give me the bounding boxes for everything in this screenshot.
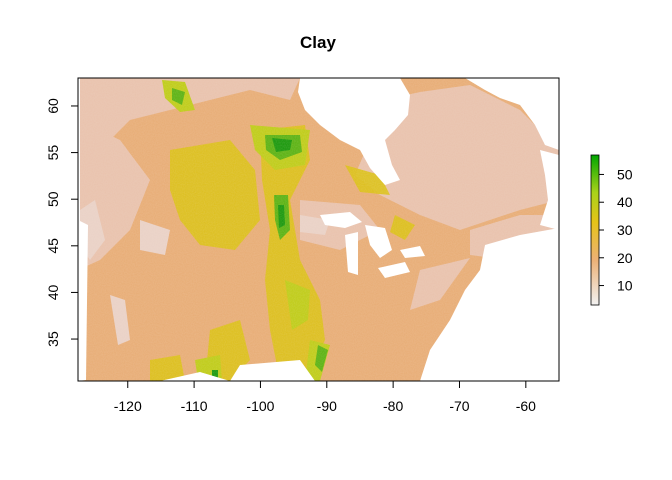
y-tick-label: 55: [45, 145, 61, 161]
x-tick-label: -70: [449, 398, 469, 414]
legend-colorbar: [590, 154, 600, 306]
legend-tick-label: 20: [617, 250, 633, 266]
y-tick-label: 40: [45, 284, 61, 300]
chart-title: Clay: [300, 33, 336, 52]
x-tick-label: -110: [181, 398, 208, 414]
x-tick-label: -60: [516, 398, 536, 414]
plot-frame: [77, 77, 560, 382]
legend-ticks: 10 20 30 40 50: [599, 166, 633, 294]
color-legend: 10 20 30 40 50: [590, 154, 633, 306]
y-tick-label: 45: [45, 238, 61, 254]
legend-tick-label: 50: [617, 166, 633, 182]
x-axis: -120 -110 -100 -90 -80 -70 -60: [114, 381, 536, 414]
clay-raster: [78, 78, 559, 381]
x-tick-label: -120: [114, 398, 142, 414]
x-tick-label: -100: [246, 398, 274, 414]
y-axis: 35 40 45 50 55 60: [45, 98, 78, 347]
x-tick-label: -90: [317, 398, 337, 414]
y-tick-label: 35: [45, 331, 61, 347]
y-tick-label: 50: [45, 191, 61, 207]
no-data-areas: [78, 78, 559, 381]
legend-tick-label: 40: [617, 194, 633, 210]
x-tick-label: -80: [383, 398, 403, 414]
y-tick-label: 60: [45, 98, 61, 114]
legend-tick-label: 30: [617, 222, 633, 238]
legend-tick-label: 10: [617, 278, 633, 294]
